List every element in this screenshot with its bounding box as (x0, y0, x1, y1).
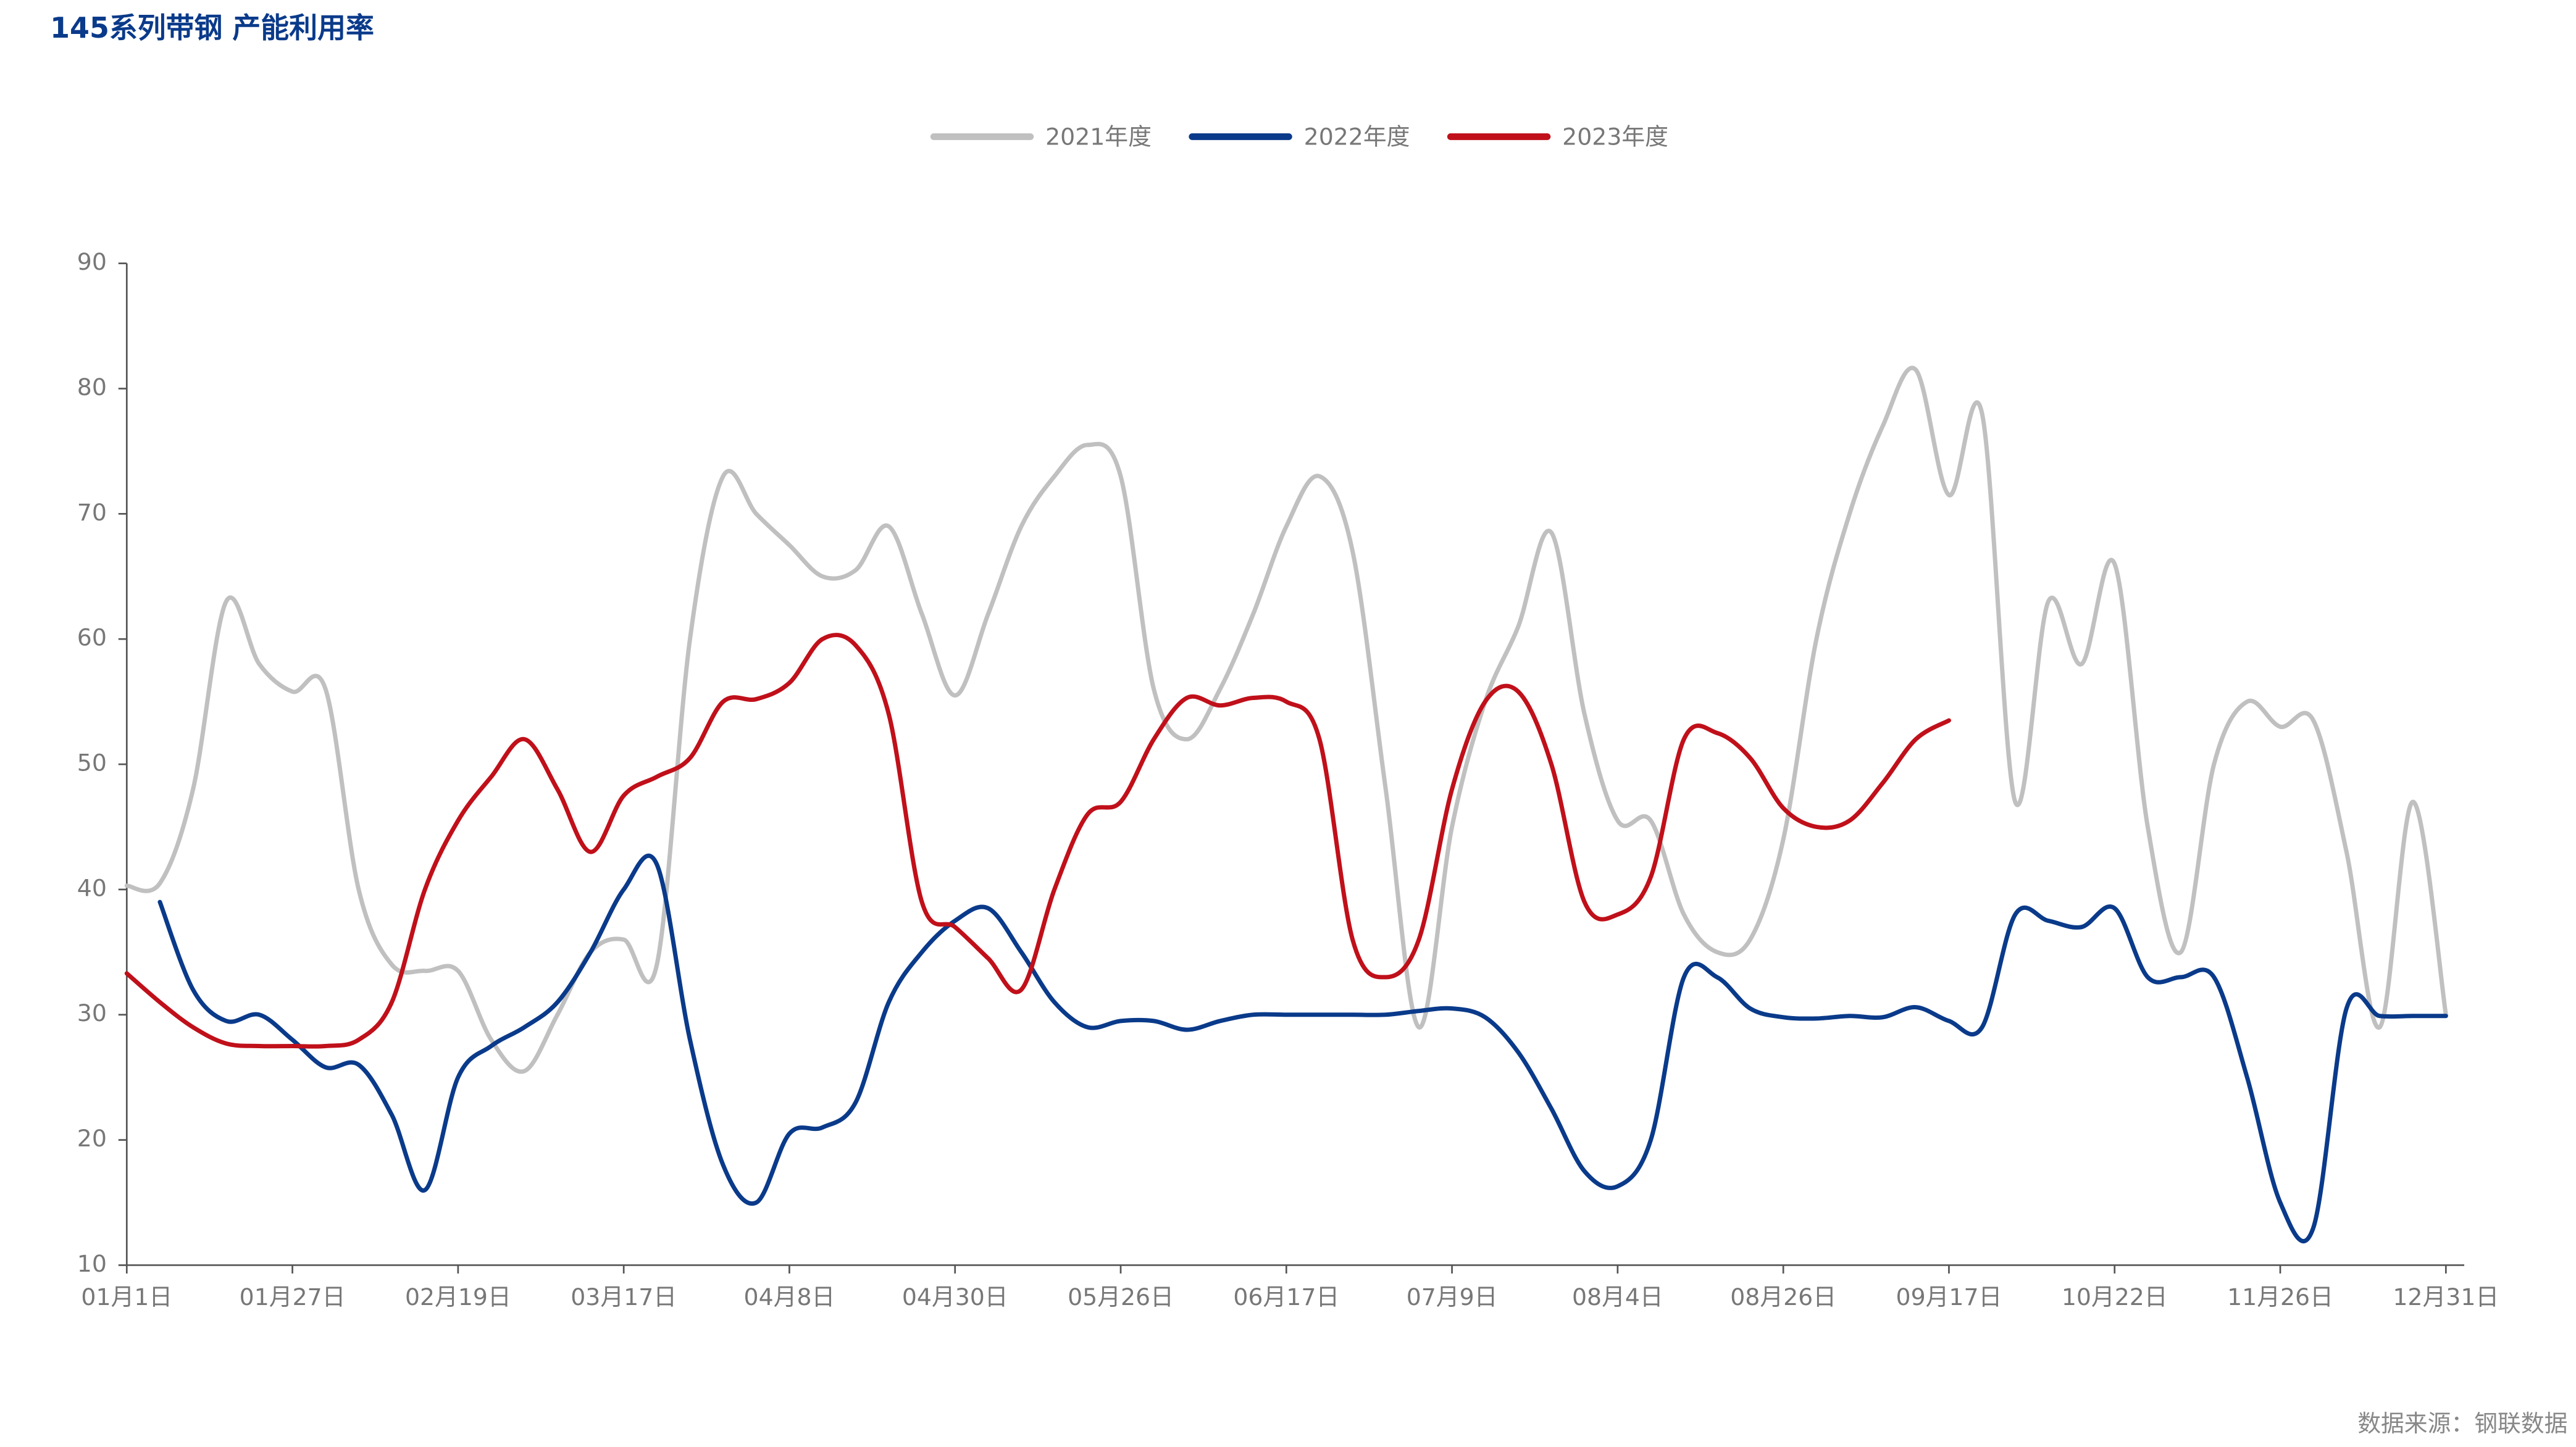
legend-label: 2023年度 (1562, 123, 1668, 151)
x-tick-label: 06月17日 (1233, 1283, 1339, 1311)
data-line (157, 853, 2448, 1244)
x-tick-label: 08月4日 (1572, 1283, 1663, 1311)
y-tick-label: 10 (77, 1250, 107, 1277)
x-tick-label: 11月26日 (2227, 1283, 2333, 1311)
x-tick-label: 10月22日 (2062, 1283, 2168, 1311)
y-tick-label: 90 (77, 248, 107, 275)
x-tick-label: 05月26日 (1068, 1283, 1174, 1311)
y-tick-label: 40 (77, 874, 107, 901)
x-tick-label: 04月8日 (744, 1283, 835, 1311)
source-note: 数据来源：钢联数据 (2357, 1410, 2567, 1437)
data-line (124, 633, 1951, 1049)
x-tick-label: 09月17日 (1896, 1283, 2002, 1311)
x-tick-label: 12月31日 (2393, 1283, 2499, 1311)
legend-label: 2021年度 (1045, 123, 1152, 151)
chart-title: 145系列带钢 产能利用率 (50, 11, 374, 44)
data-line (124, 365, 2448, 1074)
x-tick-label: 01月1日 (81, 1283, 172, 1311)
x-tick-label: 01月27日 (240, 1283, 346, 1311)
y-tick-label: 60 (77, 624, 107, 651)
y-tick-label: 80 (77, 373, 107, 401)
y-tick-label: 30 (77, 999, 107, 1027)
x-tick-label: 03月17日 (571, 1283, 677, 1311)
legend-label: 2022年度 (1304, 123, 1410, 151)
y-tick-label: 20 (77, 1125, 107, 1152)
x-tick-label: 04月30日 (902, 1283, 1008, 1311)
x-tick-label: 02月19日 (405, 1283, 511, 1311)
x-tick-label: 07月9日 (1407, 1283, 1498, 1311)
y-tick-label: 50 (77, 749, 107, 777)
x-tick-label: 08月26日 (1730, 1283, 1836, 1311)
y-tick-label: 70 (77, 499, 107, 526)
